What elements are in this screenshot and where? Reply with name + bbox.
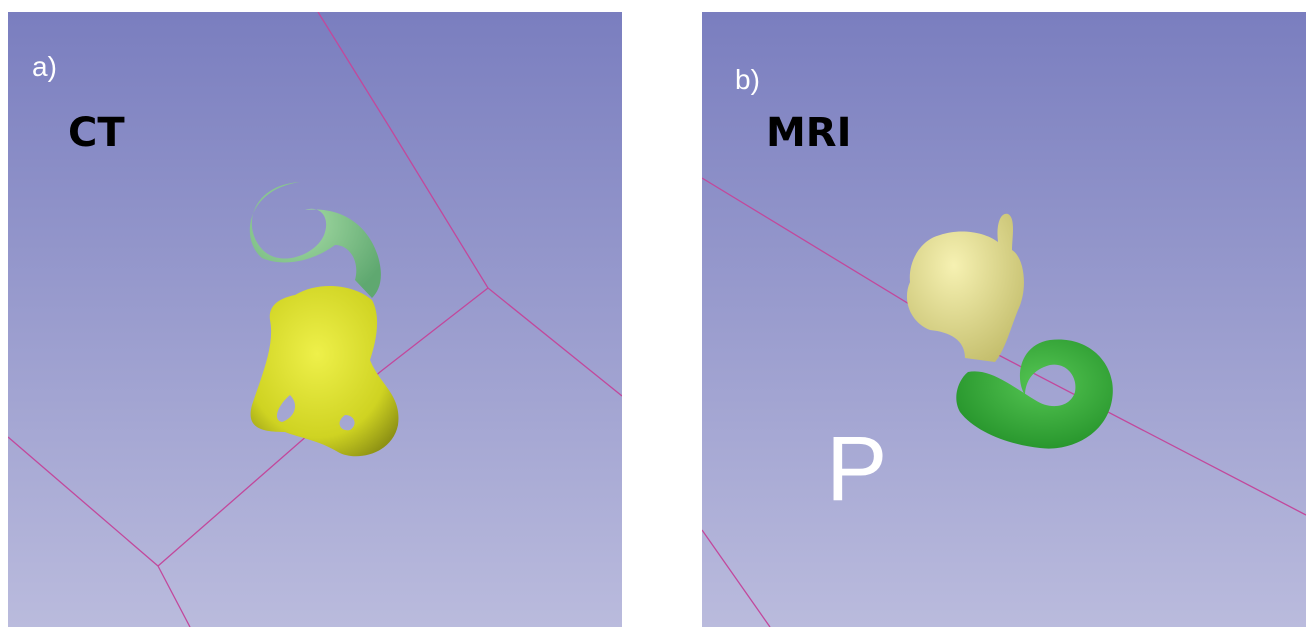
panel-label: a)	[32, 51, 57, 82]
modality-label: MRI	[766, 110, 852, 156]
panel-label: b)	[735, 64, 760, 95]
page: a) CT b) MRI P (() => { const data = JSO…	[0, 0, 1306, 629]
figure: a) CT b) MRI P	[0, 0, 1306, 629]
orientation-marker: P	[826, 418, 887, 520]
panel-mri: b) MRI P	[702, 12, 1306, 627]
modality-label: CT	[68, 110, 125, 156]
panel-ct: a) CT	[8, 12, 622, 627]
